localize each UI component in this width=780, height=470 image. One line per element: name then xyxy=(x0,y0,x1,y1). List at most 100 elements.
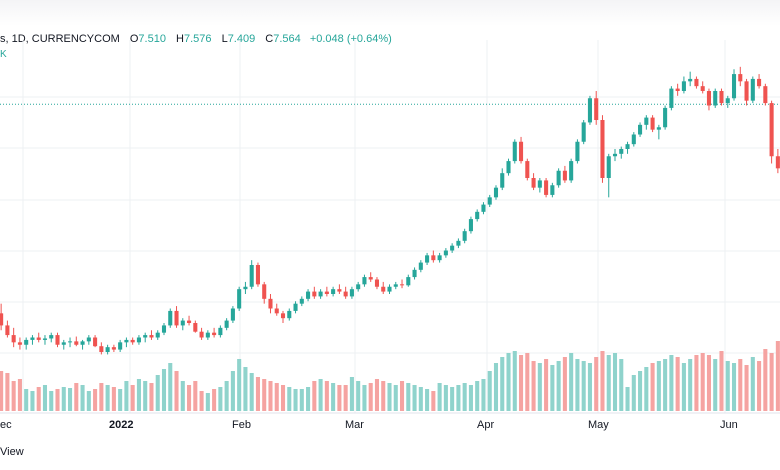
candle-body xyxy=(312,291,317,297)
volume-bar xyxy=(506,353,511,411)
candle-body xyxy=(506,161,511,174)
volume-bar xyxy=(575,359,580,411)
candle-body xyxy=(587,98,592,123)
volume-bar xyxy=(744,365,749,411)
volume-bar xyxy=(650,363,655,411)
volume-bar xyxy=(406,383,411,411)
low-label: L xyxy=(221,33,228,45)
volume-bar xyxy=(550,365,555,411)
candle-body xyxy=(262,284,267,299)
volume-bar xyxy=(180,381,185,411)
candle-body xyxy=(237,289,242,309)
candle-body xyxy=(387,286,392,292)
candle-body xyxy=(750,78,755,101)
candle-body xyxy=(531,178,536,188)
candle-body xyxy=(299,298,304,304)
volume-bar xyxy=(287,387,292,411)
volume-bar xyxy=(99,383,104,411)
volume-bar xyxy=(387,383,392,411)
x-tick-label: May xyxy=(588,419,609,431)
candle-body xyxy=(556,170,561,186)
footer-view-text[interactable]: View xyxy=(0,446,24,458)
volume-bar xyxy=(255,377,260,411)
symbol-text[interactable]: s, 1D, CURRENCYCOM xyxy=(0,33,120,45)
x-tick-label: Mar xyxy=(345,419,364,431)
candle-body xyxy=(368,277,373,280)
candle-body xyxy=(431,255,436,261)
candle-body xyxy=(425,255,430,263)
volume-bar xyxy=(757,361,762,411)
volume-bar xyxy=(493,363,499,411)
candle-body xyxy=(550,185,555,195)
volume-bar xyxy=(136,379,141,411)
candle-body xyxy=(80,341,85,345)
x-tick-label: ec xyxy=(0,419,12,431)
candle-body xyxy=(663,107,668,128)
volume-bar xyxy=(656,361,661,411)
candle-body xyxy=(638,124,643,135)
candle-body xyxy=(575,141,580,162)
candle-body xyxy=(487,197,492,205)
candle-body xyxy=(731,74,737,99)
volume-bar xyxy=(725,361,730,411)
candle-body xyxy=(694,78,699,87)
volume-bar xyxy=(706,355,711,411)
candle-body xyxy=(105,347,110,352)
volume-bar xyxy=(625,387,630,411)
volume-bar xyxy=(456,385,461,411)
candle-body xyxy=(17,342,22,345)
candle-body xyxy=(174,310,179,326)
volume-bar xyxy=(111,387,116,411)
volume-bar xyxy=(93,389,98,411)
x-tick-label: Jun xyxy=(720,419,738,431)
x-tick-label: Apr xyxy=(477,419,494,431)
volume-bar xyxy=(0,371,4,411)
candle-body xyxy=(725,98,730,104)
candle-body xyxy=(124,339,129,343)
open-label: O xyxy=(129,33,139,45)
candle-body xyxy=(249,265,254,287)
candle-body xyxy=(468,219,473,232)
volume-bar xyxy=(30,391,35,411)
volume-bar xyxy=(199,391,204,411)
volume-bar xyxy=(237,359,242,411)
volume-bar xyxy=(324,381,329,411)
change-value: +0.048 (+0.64%) xyxy=(309,33,392,45)
volume-bar xyxy=(763,349,768,411)
volume-bars xyxy=(0,341,780,411)
volume-bar xyxy=(738,359,743,411)
volume-bar xyxy=(663,359,668,411)
volume-bar xyxy=(487,371,492,411)
candle-body xyxy=(631,134,636,145)
high-label: H xyxy=(176,33,184,45)
volume-bar xyxy=(149,383,154,411)
candle-body xyxy=(669,88,674,108)
volume-bar xyxy=(769,353,774,411)
candle-body xyxy=(356,284,361,290)
volume-bar xyxy=(168,363,173,411)
volume-bar xyxy=(525,353,530,411)
volume-bar xyxy=(349,377,354,411)
candle-body xyxy=(343,291,348,297)
volume-bar xyxy=(713,359,718,411)
volume-bar xyxy=(694,355,699,411)
volume-bar xyxy=(437,383,442,411)
candle-body xyxy=(581,122,586,142)
candle-body xyxy=(374,279,380,287)
candle-body xyxy=(706,91,711,106)
candle-body xyxy=(255,265,260,285)
high-value: 7.576 xyxy=(183,33,212,45)
volume-bar xyxy=(569,353,574,411)
candle-body xyxy=(168,310,173,326)
volume-bar xyxy=(519,355,524,411)
candle-body xyxy=(293,303,298,311)
volume-bar xyxy=(24,389,29,411)
candle-body xyxy=(93,337,98,347)
candle-body xyxy=(111,347,116,350)
low-value: 7.409 xyxy=(227,33,256,45)
volume-bar xyxy=(581,361,586,411)
volume-bar xyxy=(731,363,737,411)
candle-body xyxy=(606,156,611,178)
candle-body xyxy=(61,342,66,345)
